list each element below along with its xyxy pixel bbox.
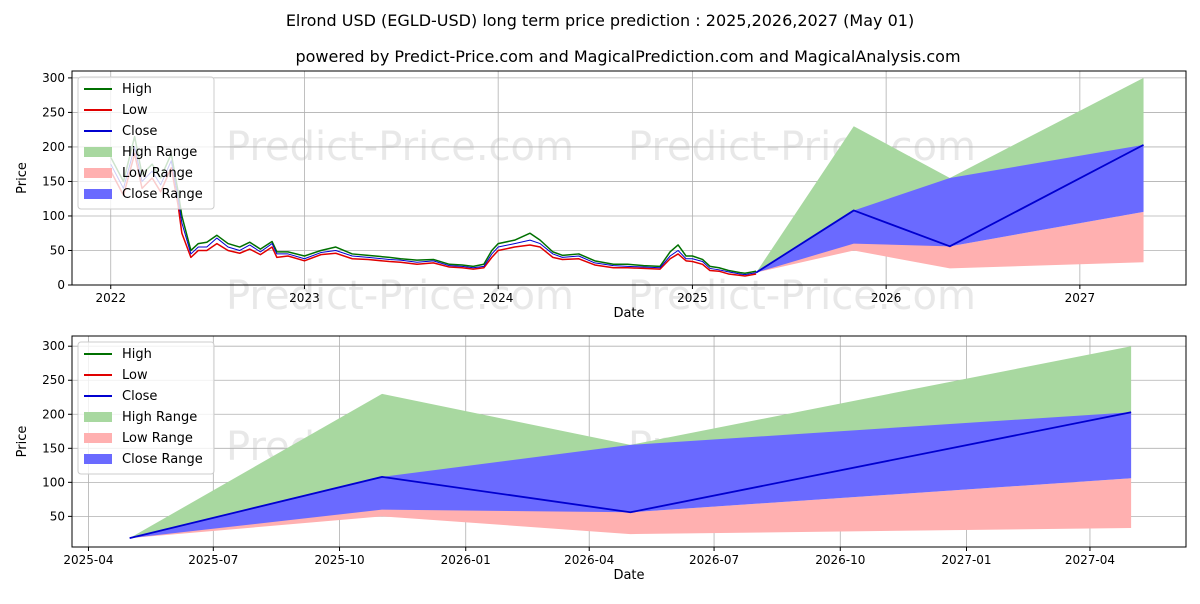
close-forecast-line bbox=[129, 411, 1132, 540]
y-tick-label: 50 bbox=[50, 243, 65, 257]
legend: High Low Close High Range Low Range Close Ran… bbox=[77, 76, 215, 210]
y-tick-label: 100 bbox=[42, 209, 65, 223]
y-tick-label: 100 bbox=[42, 475, 65, 489]
y-axis-label: Price bbox=[15, 162, 30, 194]
x-tick-label: 2023 bbox=[289, 291, 320, 305]
plot-area bbox=[110, 77, 1144, 277]
low-range-band bbox=[756, 211, 1144, 273]
plot-area bbox=[129, 346, 1132, 540]
legend-low-range-swatch bbox=[84, 168, 112, 178]
x-axis-label: Date bbox=[613, 306, 644, 321]
y-tick-label: 150 bbox=[42, 174, 65, 188]
x-tick-label: 2026-07 bbox=[689, 553, 739, 567]
x-tick-label: 2027-04 bbox=[1065, 553, 1115, 567]
chart-title: Elrond USD (EGLD-USD) long term price pr… bbox=[286, 11, 914, 30]
legend-high-range-swatch bbox=[84, 147, 112, 157]
x-tick-label: 2025 bbox=[677, 291, 708, 305]
legend-low-range-label: Low Range bbox=[122, 431, 193, 446]
y-tick-label: 200 bbox=[42, 407, 65, 421]
legend: High Low Close High Range Low Range Close Ran… bbox=[77, 341, 215, 475]
close-forecast-line bbox=[755, 144, 1144, 274]
low-range-band bbox=[129, 478, 1132, 539]
x-tick-label: 2026-01 bbox=[441, 553, 491, 567]
x-tick-label: 2026-10 bbox=[815, 553, 865, 567]
x-tick-label: 2022 bbox=[95, 291, 126, 305]
x-tick-label: 2025-10 bbox=[314, 553, 364, 567]
close-range-band bbox=[129, 412, 1132, 539]
legend-high-label: High bbox=[122, 347, 152, 362]
panel-forecast-detail: Predict-Price.comPredict-Price.com2025-0… bbox=[15, 335, 1187, 583]
close-range-band bbox=[756, 144, 1144, 273]
axes-frame bbox=[71, 70, 1187, 286]
y-tick-label: 150 bbox=[42, 441, 65, 455]
legend-high-label: High bbox=[122, 82, 152, 97]
high-series-line bbox=[110, 135, 757, 275]
y-tick-label: 50 bbox=[50, 509, 65, 523]
x-tick-label: 2027 bbox=[1065, 291, 1096, 305]
legend-low-label: Low bbox=[122, 368, 148, 383]
legend-close-label: Close bbox=[122, 389, 157, 404]
legend-high-range-label: High Range bbox=[122, 410, 197, 425]
y-tick-label: 300 bbox=[42, 71, 65, 85]
axes-frame bbox=[71, 335, 1187, 548]
x-tick-label: 2026-04 bbox=[564, 553, 614, 567]
legend-close-label: Close bbox=[122, 124, 157, 139]
x-axis-label: Date bbox=[613, 568, 644, 583]
panel-history-and-forecast: Predict-Price.com Predict-Price.comPredic… bbox=[15, 70, 1187, 321]
legend-low-range-swatch bbox=[84, 433, 112, 443]
x-tick-label: 2027-01 bbox=[941, 553, 991, 567]
low-series-line bbox=[110, 153, 757, 277]
x-tick-label: 2025-07 bbox=[188, 553, 238, 567]
legend-close-range-label: Close Range bbox=[122, 187, 203, 202]
y-tick-label: 250 bbox=[42, 105, 65, 119]
x-tick-label: 2025-04 bbox=[63, 553, 113, 567]
watermark-text: Predict-Price.com bbox=[628, 273, 976, 319]
x-tick-label: 2024 bbox=[483, 291, 514, 305]
y-tick-label: 200 bbox=[42, 140, 65, 154]
y-tick-label: 300 bbox=[42, 339, 65, 353]
legend-low-range-label: Low Range bbox=[122, 166, 193, 181]
legend-close-range-swatch bbox=[84, 189, 112, 199]
y-tick-label: 250 bbox=[42, 373, 65, 387]
y-axis-label: Price bbox=[15, 426, 30, 458]
legend-close-range-swatch bbox=[84, 454, 112, 464]
legend-high-range-swatch bbox=[84, 412, 112, 422]
chart-subtitle: powered by Predict-Price.com and Magical… bbox=[295, 47, 960, 66]
y-tick-label: 0 bbox=[57, 278, 65, 292]
x-tick-label: 2026 bbox=[871, 291, 902, 305]
close-history-line bbox=[110, 146, 757, 276]
legend-high-range-label: High Range bbox=[122, 145, 197, 160]
watermark-text: Predict-Price.com bbox=[226, 273, 574, 319]
legend-close-range-label: Close Range bbox=[122, 452, 203, 467]
legend-low-label: Low bbox=[122, 103, 148, 118]
